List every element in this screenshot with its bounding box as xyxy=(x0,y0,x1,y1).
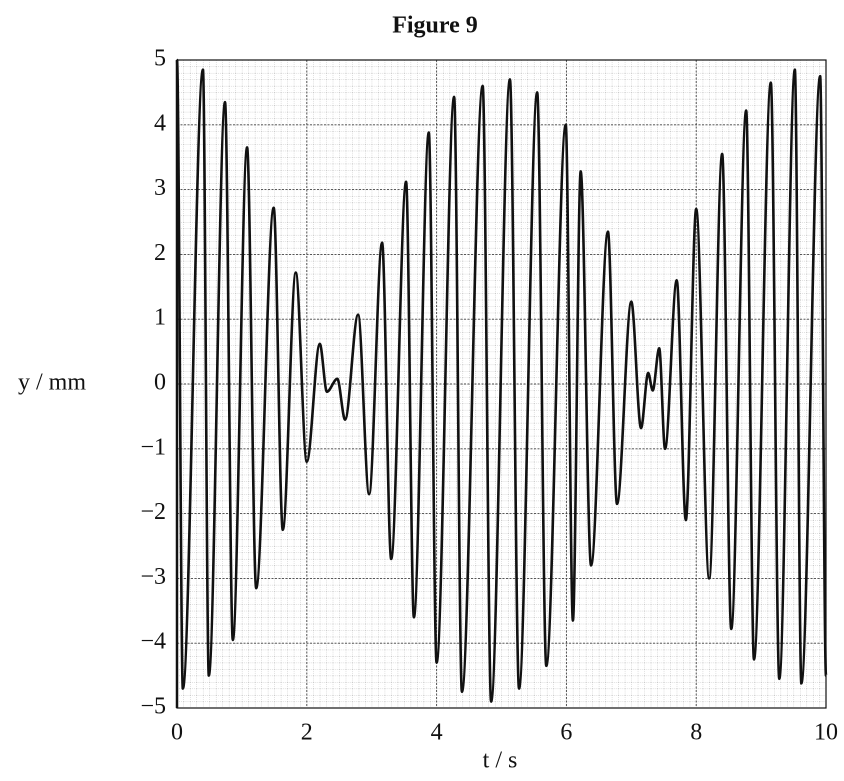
chart-title: Figure 9 xyxy=(392,13,478,39)
y-tick-label: −3 xyxy=(140,564,166,590)
y-tick-label: −2 xyxy=(140,499,166,525)
y-tick-label: −5 xyxy=(140,694,166,720)
y-tick-label: 4 xyxy=(154,110,166,136)
y-tick-label: −4 xyxy=(140,629,166,655)
x-tick-label: 8 xyxy=(690,720,702,746)
x-tick-label: 2 xyxy=(301,720,313,746)
x-tick-label: 0 xyxy=(171,720,183,746)
y-tick-label: 2 xyxy=(154,240,166,266)
y-tick-label: 1 xyxy=(154,305,166,331)
y-axis-label: y / mm xyxy=(18,370,86,396)
y-tick-label: 3 xyxy=(154,175,166,201)
x-axis-label: t / s xyxy=(483,748,518,774)
y-tick-label: 5 xyxy=(154,46,166,72)
x-tick-label: 10 xyxy=(814,720,838,746)
x-tick-label: 4 xyxy=(431,720,443,746)
y-tick-label: −1 xyxy=(140,434,166,460)
y-tick-label: 0 xyxy=(154,370,166,396)
x-tick-label: 6 xyxy=(560,720,572,746)
data-line xyxy=(175,58,828,703)
